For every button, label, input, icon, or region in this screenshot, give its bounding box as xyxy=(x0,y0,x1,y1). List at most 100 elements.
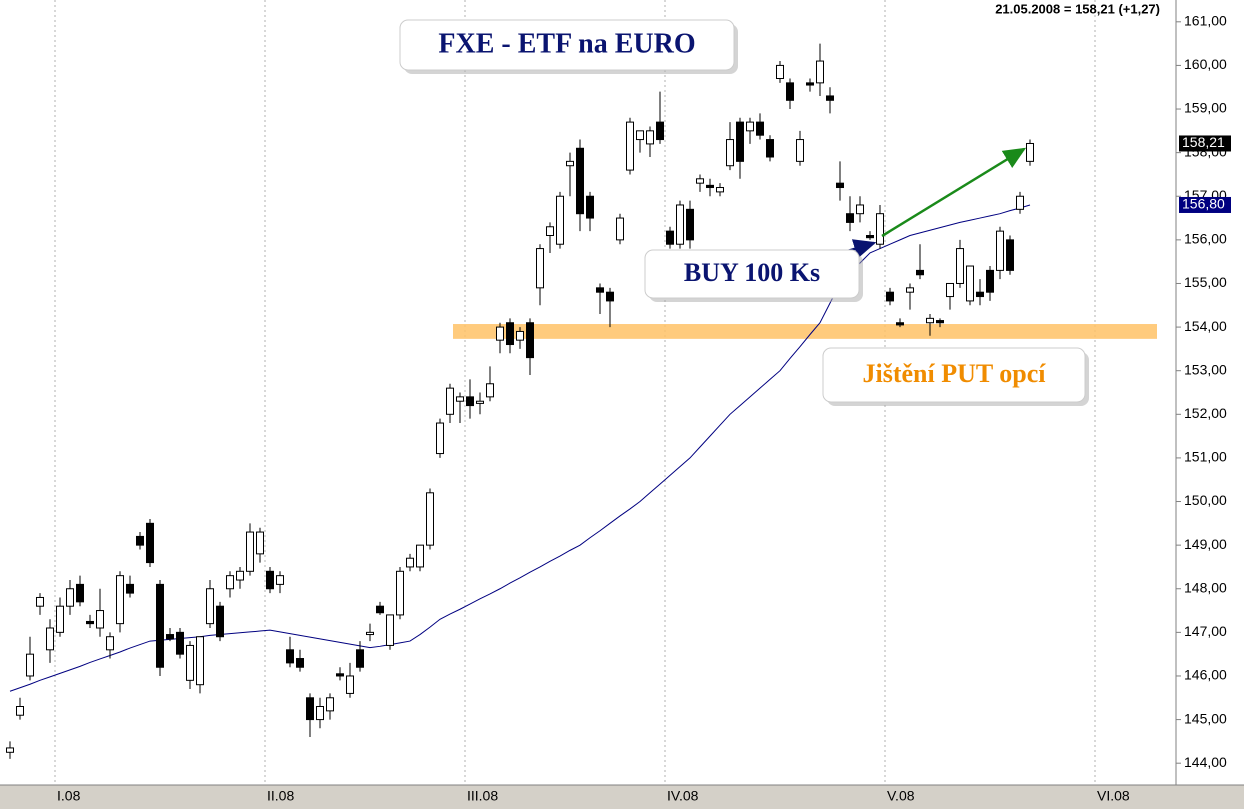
candle-body xyxy=(886,291,894,302)
candle-body xyxy=(536,248,544,289)
candle-body xyxy=(826,95,834,101)
candle xyxy=(396,566,404,620)
y-tick-label: 146,00 xyxy=(1184,667,1227,683)
candle xyxy=(36,593,44,615)
candle-body xyxy=(156,583,164,668)
candle-body xyxy=(736,121,744,162)
candle-body xyxy=(906,287,914,293)
candle-body xyxy=(126,583,134,594)
candle-body xyxy=(606,291,614,302)
candle xyxy=(406,553,414,572)
candle-body xyxy=(686,208,694,241)
hedge-box: Jištění PUT opcí xyxy=(822,347,1089,406)
candle xyxy=(856,196,864,223)
candle xyxy=(96,588,104,637)
candle xyxy=(786,78,794,110)
candle-body xyxy=(586,195,594,219)
candle-body xyxy=(226,575,234,590)
candle-body xyxy=(276,575,284,585)
candle-body xyxy=(136,535,144,546)
candle-body xyxy=(336,673,344,677)
candle-body xyxy=(116,575,124,625)
candle-body xyxy=(996,230,1004,271)
candle xyxy=(556,191,564,249)
y-axis: 144,00 145,00 146,00 147,00 148,00 149,00 150,… xyxy=(1176,13,1231,770)
candle xyxy=(536,244,544,306)
candle xyxy=(566,152,574,197)
candle-body xyxy=(836,182,844,189)
candle xyxy=(306,693,314,738)
candle xyxy=(16,697,24,720)
candle-body xyxy=(726,139,734,167)
candle xyxy=(676,200,684,249)
candle-body xyxy=(366,631,374,636)
y-tick-label: 154,00 xyxy=(1184,318,1227,334)
annotation: BUY 100 Ks xyxy=(684,258,820,287)
candle-body xyxy=(66,588,74,607)
candle-body xyxy=(526,322,534,359)
candle xyxy=(176,628,184,659)
candle-body xyxy=(476,400,484,404)
candle xyxy=(596,283,604,314)
candle xyxy=(226,571,234,598)
y-tick-label: 145,00 xyxy=(1184,710,1227,726)
candle xyxy=(296,649,304,672)
candle-body xyxy=(896,322,904,326)
candle-body xyxy=(236,570,244,581)
candle xyxy=(866,231,874,240)
candle-body xyxy=(1016,195,1024,210)
candle xyxy=(826,87,834,114)
candle-body xyxy=(466,396,474,407)
candle xyxy=(746,117,754,144)
candle-body xyxy=(36,596,44,607)
candle xyxy=(246,523,254,576)
candle xyxy=(376,601,384,615)
candle xyxy=(336,667,344,681)
candle xyxy=(646,126,654,157)
candle-body xyxy=(696,178,704,184)
candle xyxy=(486,366,494,402)
candle-body xyxy=(576,147,584,215)
candle-body xyxy=(756,121,764,136)
candle xyxy=(446,383,454,424)
price-tag-label: 158,21 xyxy=(1182,134,1225,150)
candle-body xyxy=(306,697,314,721)
candle xyxy=(26,636,34,681)
candle xyxy=(716,183,724,197)
x-tick-label: V.08 xyxy=(887,788,915,804)
candle-body xyxy=(516,330,524,341)
candle xyxy=(1026,139,1034,166)
annotation: Jištění PUT opcí xyxy=(863,359,1047,388)
candle-body xyxy=(676,204,684,245)
x-axis-band xyxy=(0,785,1244,809)
candle xyxy=(936,318,944,328)
y-tick-label: 156,00 xyxy=(1184,231,1227,247)
candle xyxy=(626,117,634,175)
candle xyxy=(926,314,934,336)
candle-body xyxy=(426,492,434,546)
candle-body xyxy=(966,265,974,302)
candle xyxy=(146,518,154,567)
candle xyxy=(286,636,294,668)
candle xyxy=(946,282,954,310)
candle xyxy=(136,532,144,550)
hedge-band xyxy=(453,324,1157,339)
candle xyxy=(636,130,644,153)
candle xyxy=(766,135,774,162)
candle xyxy=(216,601,224,642)
candle-body xyxy=(566,160,574,167)
candle-body xyxy=(416,544,424,568)
candle xyxy=(896,318,904,328)
candle xyxy=(346,662,354,698)
y-tick-label: 147,00 xyxy=(1184,623,1227,639)
title-box: FXE - ETF na EURO xyxy=(399,19,738,74)
candle xyxy=(56,597,64,637)
y-tick-label: 144,00 xyxy=(1184,754,1227,770)
candle-body xyxy=(206,588,214,625)
x-tick-label: IV.08 xyxy=(667,788,699,804)
last-quote: 21.05.2008 = 158,21 (+1,27) xyxy=(995,1,1160,16)
candle-body xyxy=(876,213,884,245)
candle xyxy=(206,580,214,628)
